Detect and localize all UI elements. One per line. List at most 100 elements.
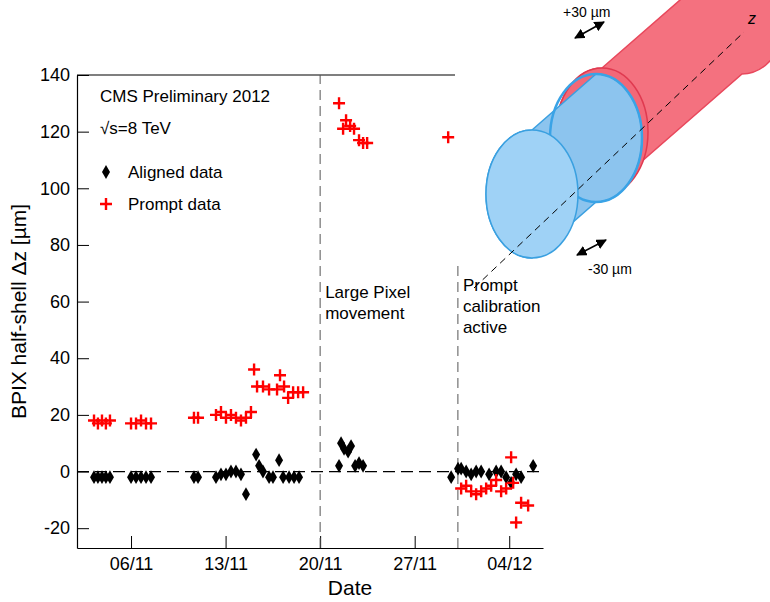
bottom-arrow bbox=[577, 240, 606, 255]
chart: 06/11 13/11 20/11 27/11 04/12 -20 0 20 40 60 80 100… bbox=[0, 0, 770, 602]
x-axis-title: Date bbox=[328, 576, 372, 599]
y-axis: -20 0 20 40 60 80 100 120 140 bbox=[40, 65, 89, 548]
plus-point bbox=[500, 483, 512, 495]
y-tick-mark bbox=[77, 358, 89, 359]
y-tick-mark bbox=[77, 528, 89, 529]
x-tick: 06/11 bbox=[110, 536, 154, 574]
legend-label: Aligned data bbox=[128, 163, 223, 182]
y-tick-mark bbox=[77, 302, 89, 303]
top-arrow bbox=[575, 22, 604, 38]
diamond-point bbox=[447, 470, 455, 484]
diamond-point bbox=[242, 487, 250, 501]
inset-label: z bbox=[747, 10, 756, 27]
diamond-point bbox=[529, 459, 537, 473]
chart-title: CMS Preliminary 2012 bbox=[100, 87, 270, 106]
plus-point bbox=[348, 123, 360, 135]
plus-point bbox=[271, 383, 283, 395]
y-tick-label: -20 bbox=[44, 518, 70, 538]
annotation-text: calibration bbox=[463, 297, 541, 316]
blue-half-shell-face bbox=[486, 130, 578, 258]
x-tick-mark bbox=[415, 536, 416, 548]
y-tick-label: 40 bbox=[50, 348, 70, 368]
x-tick-label: 04/12 bbox=[487, 554, 532, 574]
y-tick-label: 120 bbox=[40, 122, 70, 142]
y-tick: 140 bbox=[40, 65, 89, 85]
z-axis-line bbox=[474, 32, 744, 288]
y-tick: 80 bbox=[50, 235, 89, 255]
diamond-point bbox=[477, 465, 485, 479]
plus-point bbox=[248, 364, 260, 376]
annotation-text: active bbox=[463, 318, 507, 337]
diamond-point bbox=[275, 453, 283, 467]
axis-line bbox=[77, 76, 78, 549]
x-tick-label: 20/11 bbox=[299, 554, 343, 574]
x-tick: 04/12 bbox=[487, 536, 532, 574]
y-axis-title: BPIX half-shell Δz [µm] bbox=[7, 204, 30, 419]
x-axis: 06/11 13/11 20/11 27/11 04/12 bbox=[78, 536, 544, 574]
y-tick: 100 bbox=[40, 179, 89, 199]
diamond-point bbox=[237, 467, 245, 481]
x-tick: 27/11 bbox=[393, 536, 437, 574]
y-tick: 120 bbox=[40, 122, 89, 142]
inset: +30 µm -30 µm z bbox=[455, 0, 770, 288]
y-tick: 20 bbox=[50, 405, 89, 425]
plus-point bbox=[245, 406, 257, 418]
diamond-point bbox=[269, 470, 277, 484]
y-tick-label: 0 bbox=[60, 462, 70, 482]
diamond-point bbox=[335, 459, 343, 473]
plus-point bbox=[145, 417, 157, 429]
plus-point bbox=[515, 497, 527, 509]
y-tick-mark bbox=[77, 75, 89, 76]
plus-point bbox=[333, 97, 345, 109]
annotation-line bbox=[320, 75, 321, 548]
diamond-point bbox=[194, 470, 202, 484]
plus-point bbox=[337, 123, 349, 135]
plus-point bbox=[442, 131, 454, 143]
plus-point bbox=[104, 415, 116, 427]
y-tick: 40 bbox=[50, 348, 89, 368]
inset-label: +30 µm bbox=[563, 4, 610, 20]
axis-line bbox=[78, 548, 544, 549]
y-tick-mark bbox=[77, 415, 89, 416]
legend-label: Prompt data bbox=[128, 195, 221, 214]
x-tick: 13/11 bbox=[204, 536, 248, 574]
y-tick-mark bbox=[77, 188, 89, 189]
legend-symbol bbox=[100, 198, 112, 210]
plus-point bbox=[274, 369, 286, 381]
diamond-point bbox=[147, 470, 155, 484]
plus-point bbox=[510, 517, 522, 529]
diamond-point bbox=[295, 470, 303, 484]
plus-point bbox=[505, 451, 517, 463]
y-tick-mark bbox=[77, 245, 89, 246]
y-tick: 60 bbox=[50, 292, 89, 312]
y-tick: -20 bbox=[44, 518, 89, 538]
diamond-point bbox=[359, 459, 367, 473]
x-tick-label: 27/11 bbox=[393, 554, 437, 574]
y-tick-label: 20 bbox=[50, 405, 70, 425]
blue-half-shell bbox=[486, 74, 642, 258]
series-0 bbox=[90, 436, 537, 501]
plus-point bbox=[297, 386, 309, 398]
plus-point bbox=[490, 474, 502, 486]
x-tick-label: 13/11 bbox=[204, 554, 248, 574]
legend-symbol bbox=[102, 165, 110, 179]
plus-point bbox=[257, 381, 269, 393]
plus-point bbox=[361, 137, 373, 149]
y-tick-mark bbox=[77, 132, 89, 133]
plus-point bbox=[522, 500, 534, 512]
y-tick-label: 140 bbox=[40, 65, 70, 85]
y-tick-label: 60 bbox=[50, 292, 70, 312]
y-tick-label: 100 bbox=[40, 179, 70, 199]
annotation-text: movement bbox=[325, 304, 405, 323]
y-tick-label: 80 bbox=[50, 235, 70, 255]
x-tick-mark bbox=[226, 536, 227, 548]
x-tick-mark bbox=[131, 536, 132, 548]
diamond-point bbox=[347, 439, 355, 453]
x-tick-label: 06/11 bbox=[110, 554, 154, 574]
x-tick-mark bbox=[509, 536, 510, 548]
diamond-point bbox=[106, 470, 114, 484]
legend: CMS Preliminary 2012√s=8 TeVAligned data… bbox=[100, 87, 270, 214]
plus-point bbox=[192, 412, 204, 424]
inset-label: -30 µm bbox=[588, 261, 632, 277]
plus-point bbox=[278, 381, 290, 393]
